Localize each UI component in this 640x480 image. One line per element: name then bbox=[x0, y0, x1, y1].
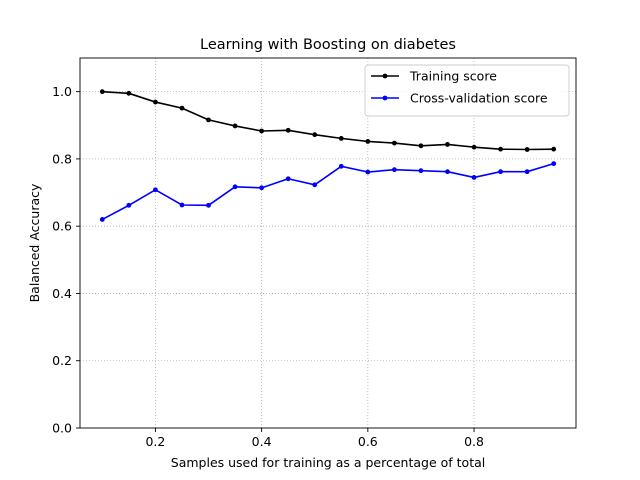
data-point bbox=[391, 167, 397, 173]
legend: Training score Cross-validation score bbox=[364, 64, 570, 117]
data-point bbox=[285, 176, 291, 182]
series-line bbox=[102, 90, 554, 151]
data-point bbox=[524, 169, 530, 175]
y-axis-label: Balanced Accuracy bbox=[27, 183, 42, 302]
data-point bbox=[445, 142, 450, 147]
data-point bbox=[498, 169, 503, 175]
data-point bbox=[471, 144, 477, 150]
data-point bbox=[126, 202, 132, 208]
data-point bbox=[259, 128, 265, 134]
data-point bbox=[179, 105, 185, 111]
y-tick-label: 0.2 bbox=[52, 353, 72, 368]
data-point bbox=[365, 169, 371, 175]
data-point bbox=[285, 127, 291, 133]
data-point bbox=[338, 135, 344, 141]
legend-marker bbox=[382, 95, 388, 101]
data-point bbox=[99, 217, 105, 222]
y-tick-label: 0.4 bbox=[52, 286, 72, 301]
data-point bbox=[232, 184, 238, 190]
y-tick-label: 0.6 bbox=[52, 219, 72, 234]
data-point bbox=[153, 187, 158, 193]
data-point bbox=[418, 168, 424, 174]
legend-entries: Training score Cross-validation score bbox=[371, 69, 548, 106]
ticks: 0.2 0.4 0.6 0.8 0.0 0.2 0.4 0.6 0.8 1.0 bbox=[52, 84, 484, 449]
data-point bbox=[312, 182, 318, 188]
series-line bbox=[101, 162, 554, 221]
data-point bbox=[126, 90, 132, 96]
data-point bbox=[445, 169, 450, 175]
data-point bbox=[338, 163, 344, 169]
y-tick-label: 0.8 bbox=[52, 151, 72, 166]
data-point bbox=[312, 132, 318, 138]
series-1 bbox=[99, 89, 557, 152]
data-point bbox=[498, 146, 503, 152]
data-point bbox=[206, 202, 211, 208]
data-point bbox=[551, 161, 557, 167]
data-point bbox=[179, 202, 185, 208]
data-point bbox=[206, 117, 211, 123]
plot-frame bbox=[79, 57, 577, 429]
data-point bbox=[99, 89, 105, 95]
data-point bbox=[391, 140, 397, 146]
legend-box bbox=[364, 64, 570, 117]
y-tick-label: 0.0 bbox=[52, 421, 72, 436]
legend-label: Cross-validation score bbox=[410, 91, 548, 106]
data-point bbox=[232, 123, 238, 129]
data-point bbox=[551, 146, 557, 152]
data-point bbox=[153, 99, 158, 105]
legend-label: Training score bbox=[409, 69, 497, 84]
x-axis-label: Samples used for training as a percentag… bbox=[171, 455, 485, 470]
data-point bbox=[471, 175, 477, 180]
y-tick-label: 1.0 bbox=[52, 84, 72, 99]
data-point bbox=[418, 143, 424, 149]
data-point bbox=[365, 139, 371, 144]
x-tick-label: 0.2 bbox=[145, 434, 165, 449]
data-point bbox=[259, 185, 265, 191]
chart-title: Learning with Boosting on diabetes bbox=[200, 37, 456, 53]
data-point bbox=[524, 147, 530, 152]
legend-marker bbox=[382, 73, 388, 79]
x-tick-label: 0.8 bbox=[464, 434, 484, 449]
series-layer bbox=[99, 89, 557, 222]
x-tick-label: 0.6 bbox=[358, 434, 378, 449]
series-2 bbox=[99, 161, 557, 222]
x-tick-label: 0.4 bbox=[252, 434, 272, 449]
